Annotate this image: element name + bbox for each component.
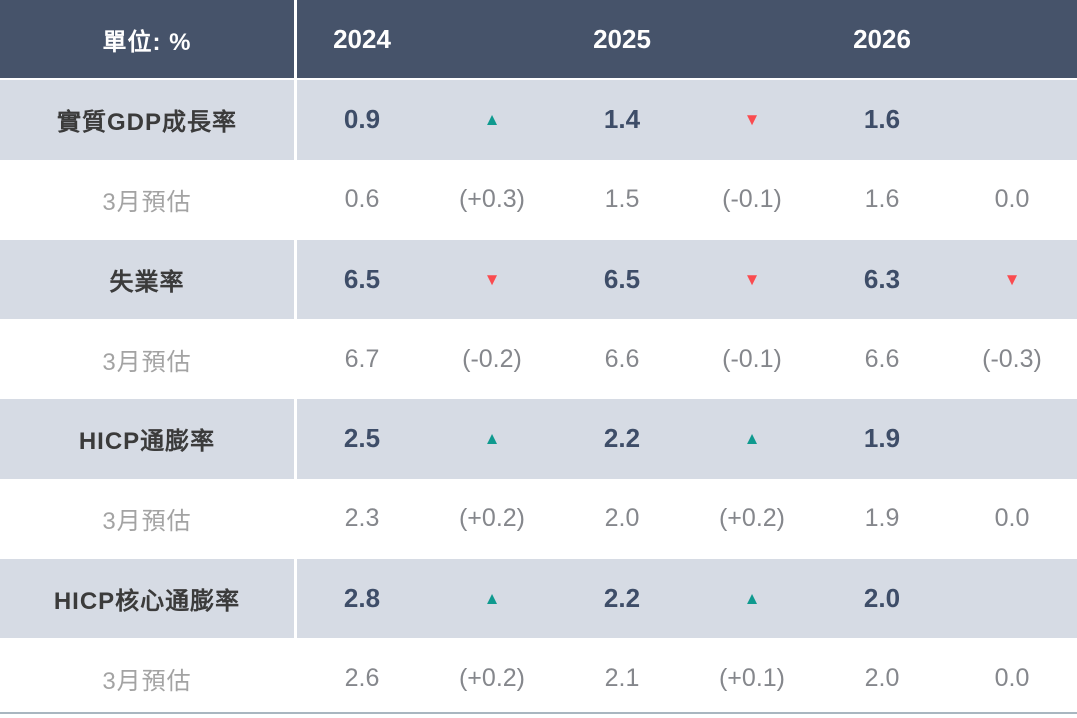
bottom-rule bbox=[0, 712, 1077, 714]
year-header-2024: 2024 bbox=[333, 23, 391, 54]
empty-cell bbox=[947, 559, 1077, 639]
header-spacer bbox=[947, 0, 1077, 78]
value-cell: 6.7 bbox=[344, 344, 380, 373]
value-cell: 2.0 bbox=[604, 504, 640, 533]
up-triangle-icon: ▲ bbox=[743, 588, 761, 608]
revision-cell: (-0.3) bbox=[982, 344, 1042, 373]
value-cell: 2.5 bbox=[343, 423, 381, 454]
empty-cell bbox=[947, 399, 1077, 479]
value-cell: 2.1 bbox=[604, 663, 640, 692]
up-triangle-icon: ▲ bbox=[483, 110, 501, 130]
value-cell: 1.6 bbox=[864, 185, 900, 214]
row-label: 3月預估 bbox=[0, 159, 297, 240]
revision-cell: (+0.2) bbox=[458, 504, 525, 533]
row-label: 3月預估 bbox=[0, 478, 297, 559]
value-cell: 2.3 bbox=[344, 504, 380, 533]
revision-cell: (-0.2) bbox=[462, 344, 522, 373]
value-cell: 2.0 bbox=[863, 582, 901, 613]
value-cell: 1.9 bbox=[864, 504, 900, 533]
revision-cell: (+0.2) bbox=[458, 663, 525, 692]
value-cell: 1.9 bbox=[863, 423, 901, 454]
table-row-hicp-march-estimate: 3月預估 2.3 (+0.2) 2.0 (+0.2) 1.9 0.0 bbox=[0, 478, 1077, 559]
revision-cell: (+0.2) bbox=[718, 504, 785, 533]
value-cell: 0.6 bbox=[344, 185, 380, 214]
up-triangle-icon: ▲ bbox=[743, 429, 761, 449]
value-cell: 2.2 bbox=[603, 582, 641, 613]
value-cell: 0.9 bbox=[343, 104, 381, 135]
value-cell: 1.6 bbox=[863, 104, 901, 135]
value-cell: 1.4 bbox=[603, 104, 641, 135]
value-cell: 6.6 bbox=[864, 344, 900, 373]
value-cell: 2.6 bbox=[344, 663, 380, 692]
row-label: 3月預估 bbox=[0, 319, 297, 399]
down-triangle-icon: ▼ bbox=[483, 269, 501, 289]
up-triangle-icon: ▲ bbox=[483, 429, 501, 449]
row-label: 3月預估 bbox=[0, 638, 297, 718]
header-spacer bbox=[427, 0, 557, 78]
up-triangle-icon: ▲ bbox=[483, 588, 501, 608]
value-cell: 6.5 bbox=[343, 263, 381, 294]
unit-label: 單位: % bbox=[0, 0, 297, 78]
table-row-unemployment-march-estimate: 3月預估 6.7 (-0.2) 6.6 (-0.1) 6.6 (-0.3) bbox=[0, 319, 1077, 399]
table-row-core-hicp: HICP核心通膨率 2.8 ▲ 2.2 ▲ 2.0 bbox=[0, 558, 1077, 639]
revision-cell: (+0.3) bbox=[458, 185, 525, 214]
table-row-gdp: 實質GDP成長率 0.9 ▲ 1.4 ▼ 1.6 bbox=[0, 80, 1077, 160]
year-header-2026: 2026 bbox=[853, 23, 911, 54]
table-row-unemployment: 失業率 6.5 ▼ 6.5 ▼ 6.3 ▼ bbox=[0, 239, 1077, 320]
value-cell: 6.3 bbox=[863, 263, 901, 294]
row-label: HICP通膨率 bbox=[0, 399, 297, 479]
value-cell: 2.0 bbox=[864, 663, 900, 692]
down-triangle-icon: ▼ bbox=[743, 269, 761, 289]
revision-cell: (-0.1) bbox=[722, 344, 782, 373]
value-cell: 6.5 bbox=[603, 263, 641, 294]
down-triangle-icon: ▼ bbox=[743, 110, 761, 130]
value-cell: 2.8 bbox=[343, 582, 381, 613]
revision-cell: 0.0 bbox=[994, 663, 1030, 692]
empty-cell bbox=[947, 80, 1077, 160]
year-header-2025: 2025 bbox=[593, 23, 651, 54]
row-label: HICP核心通膨率 bbox=[0, 558, 297, 639]
down-triangle-icon: ▼ bbox=[1003, 269, 1021, 289]
value-cell: 1.5 bbox=[604, 185, 640, 214]
table-header-row: 單位: % 2024 2025 2026 bbox=[0, 0, 1077, 80]
value-cell: 2.2 bbox=[603, 423, 641, 454]
table-row-core-hicp-march-estimate: 3月預估 2.6 (+0.2) 2.1 (+0.1) 2.0 0.0 bbox=[0, 638, 1077, 718]
table-row-gdp-march-estimate: 3月預估 0.6 (+0.3) 1.5 (-0.1) 1.6 0.0 bbox=[0, 159, 1077, 240]
row-label: 失業率 bbox=[0, 239, 297, 320]
table-row-hicp: HICP通膨率 2.5 ▲ 2.2 ▲ 1.9 bbox=[0, 399, 1077, 479]
value-cell: 6.6 bbox=[604, 344, 640, 373]
revision-cell: 0.0 bbox=[994, 504, 1030, 533]
revision-cell: (-0.1) bbox=[722, 185, 782, 214]
row-label: 實質GDP成長率 bbox=[0, 80, 297, 160]
header-spacer bbox=[687, 0, 817, 78]
revision-cell: 0.0 bbox=[994, 185, 1030, 214]
revision-cell: (+0.1) bbox=[718, 663, 785, 692]
